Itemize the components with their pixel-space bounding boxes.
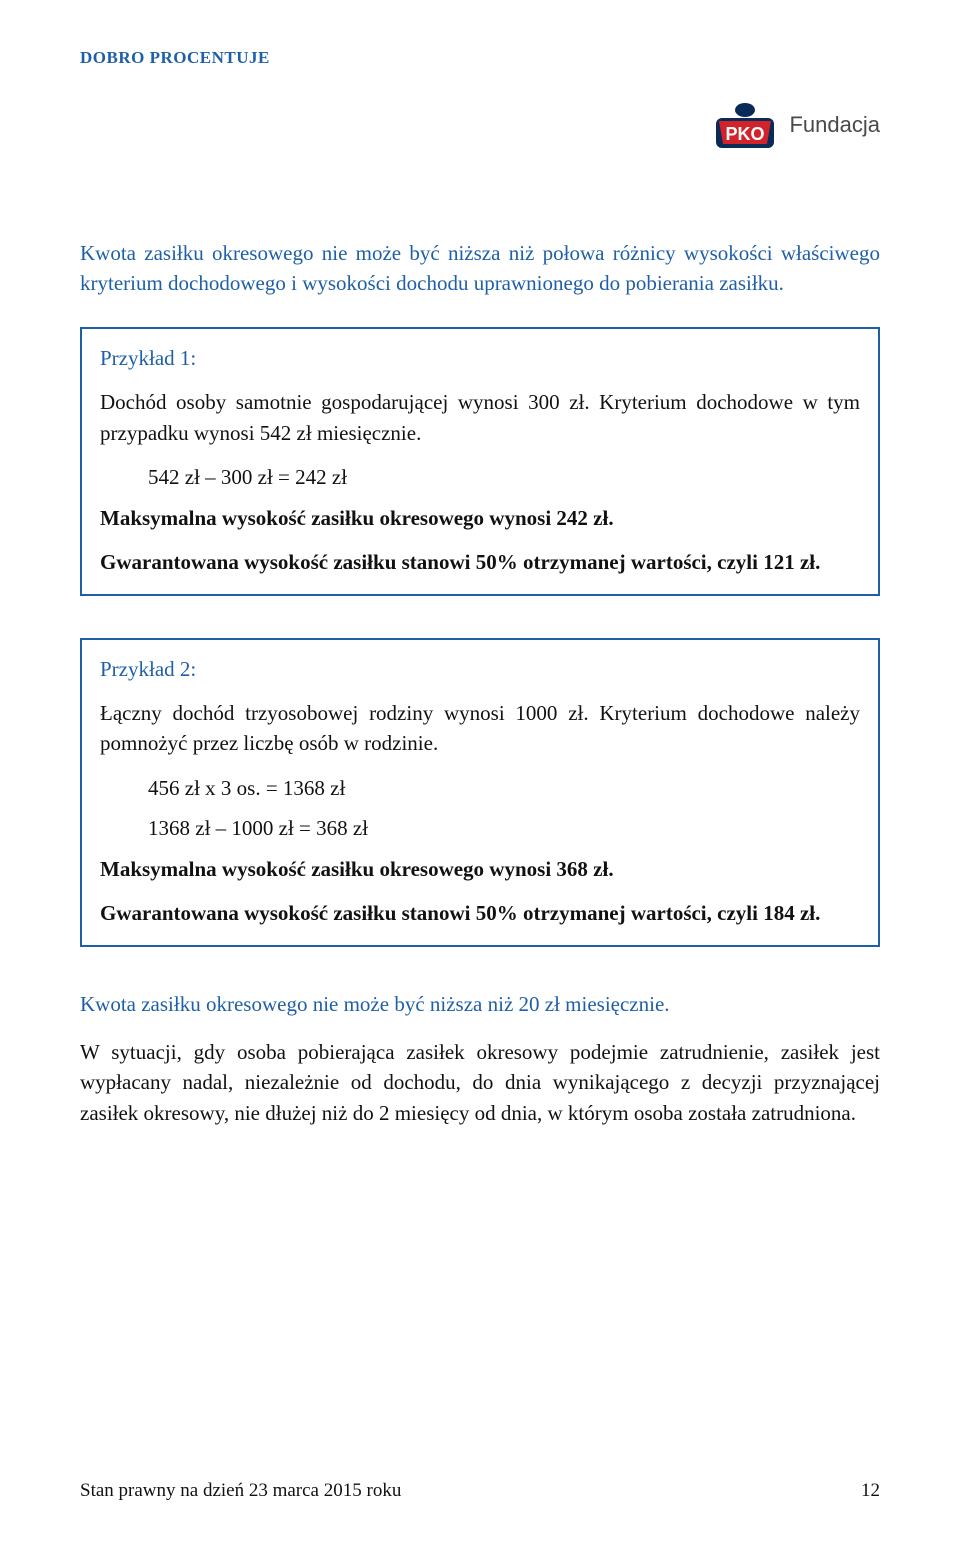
example-2-desc: Łączny dochód trzyosobowej rodziny wynos… bbox=[100, 698, 860, 759]
page-footer: Stan prawny na dzień 23 marca 2015 roku … bbox=[80, 1480, 880, 1502]
example-2-max: Maksymalna wysokość zasiłku okresowego w… bbox=[100, 854, 860, 884]
example-2-calc-1: 456 zł x 3 os. = 1368 zł bbox=[100, 773, 860, 803]
logo-text: Fundacja bbox=[789, 112, 880, 138]
example-1-max: Maksymalna wysokość zasiłku okresowego w… bbox=[100, 503, 860, 533]
example-1-calc: 542 zł – 300 zł = 242 zł bbox=[100, 462, 860, 492]
logo-block: PKO Fundacja bbox=[713, 100, 880, 150]
example-1-box: Przykład 1: Dochód osoby samotnie gospod… bbox=[80, 327, 880, 596]
example-2-calc-2: 1368 zł – 1000 zł = 368 zł bbox=[100, 813, 860, 843]
employment-paragraph: W sytuacji, gdy osoba pobierająca zasiłe… bbox=[80, 1037, 880, 1128]
example-1-desc: Dochód osoby samotnie gospodarującej wyn… bbox=[100, 387, 860, 448]
minimum-amount-note: Kwota zasiłku okresowego nie może być ni… bbox=[80, 989, 880, 1019]
intro-paragraph: Kwota zasiłku okresowego nie może być ni… bbox=[80, 238, 880, 299]
svg-text:PKO: PKO bbox=[726, 124, 765, 144]
footer-date: Stan prawny na dzień 23 marca 2015 roku bbox=[80, 1480, 401, 1502]
example-2-guaranteed: Gwarantowana wysokość zasiłku stanowi 50… bbox=[100, 898, 860, 928]
pko-logo-icon: PKO bbox=[713, 100, 777, 150]
page-number: 12 bbox=[861, 1480, 880, 1502]
example-2-box: Przykład 2: Łączny dochód trzyosobowej r… bbox=[80, 638, 880, 947]
example-1-title: Przykład 1: bbox=[100, 343, 860, 373]
page-header: DOBRO PROCENTUJE bbox=[80, 48, 880, 68]
example-1-guaranteed: Gwarantowana wysokość zasiłku stanowi 50… bbox=[100, 547, 860, 577]
example-2-title: Przykład 2: bbox=[100, 654, 860, 684]
